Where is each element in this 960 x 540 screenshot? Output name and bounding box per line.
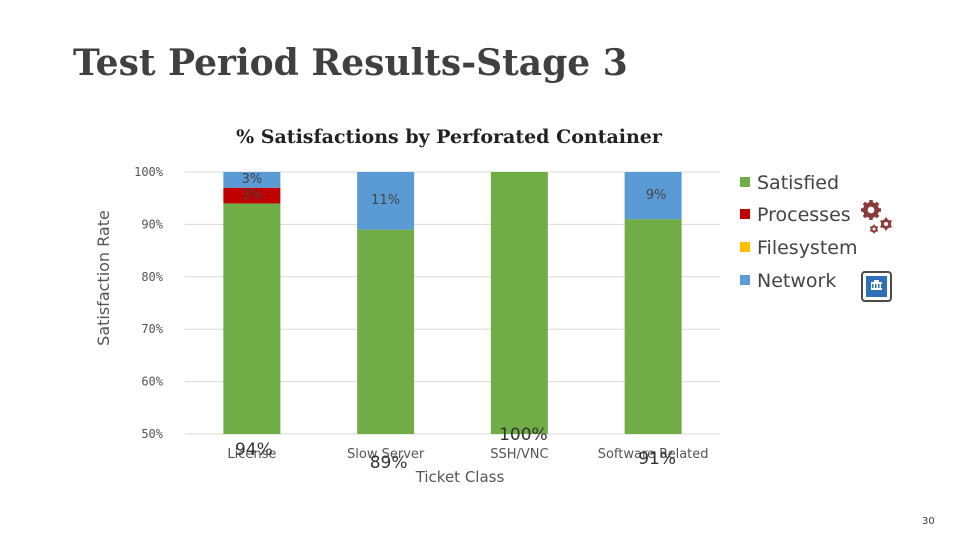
y-tick-label: 50% xyxy=(141,427,163,441)
legend-label-satisfied: Satisfied xyxy=(757,172,839,194)
network-icon-pin xyxy=(875,284,877,288)
slide-title: Test Period Results-Stage 3 xyxy=(73,42,628,84)
data-labels: 94% 89% 100% 91% 3%3% 11% 9% xyxy=(235,172,676,473)
category-label: Software Related xyxy=(598,447,709,462)
legend-swatch-filesystem xyxy=(740,242,750,252)
gear-shape xyxy=(880,217,892,231)
category-label: SSH/VNC xyxy=(490,447,548,462)
bar-network xyxy=(223,172,281,188)
network-icon xyxy=(861,271,892,302)
chart-title: % Satisfactions by Perforated Container xyxy=(236,126,663,148)
category-label: License xyxy=(227,447,276,462)
bar-satisfied xyxy=(624,219,682,434)
page-number: 30 xyxy=(922,516,935,527)
gear-hole xyxy=(883,221,889,227)
x-axis-label: Ticket Class xyxy=(415,468,505,486)
gear-shape xyxy=(869,224,879,234)
legend-swatch-processes xyxy=(740,209,750,219)
bar-satisfied xyxy=(223,203,281,434)
legend-label-network: Network xyxy=(757,270,836,292)
y-tick-labels: 50% 60% 70% 80% 90% 100% xyxy=(134,165,164,441)
network-icon-port-tab xyxy=(874,280,879,283)
data-label-processes: 3% xyxy=(242,188,263,203)
bar-satisfied xyxy=(490,172,548,434)
network-icon-pin xyxy=(878,284,880,288)
bar-satisfied xyxy=(357,229,415,434)
legend-label-filesystem: Filesystem xyxy=(757,237,857,259)
network-icon-pin xyxy=(881,284,883,288)
y-tick-label: 80% xyxy=(141,270,163,284)
y-tick-label: 60% xyxy=(141,375,163,389)
data-label-satisfied: 91% xyxy=(638,449,676,469)
y-tick-label: 70% xyxy=(141,322,163,336)
legend-label-processes: Processes xyxy=(757,204,851,226)
y-tick-label: 100% xyxy=(134,165,164,179)
data-label-satisfied: 94% xyxy=(235,440,273,460)
data-label-network: 3% xyxy=(242,172,263,187)
gear-hole xyxy=(872,227,876,231)
gear-shape xyxy=(861,200,881,220)
gear-hole xyxy=(867,206,875,214)
data-label-network: 9% xyxy=(646,188,667,203)
y-tick-label: 90% xyxy=(141,217,163,231)
bar-network xyxy=(357,172,415,230)
data-label-network: 11% xyxy=(371,193,400,208)
bar-processes xyxy=(223,187,281,204)
legend-swatch-network xyxy=(740,275,750,285)
data-label-satisfied: 89% xyxy=(370,453,408,473)
bar-network xyxy=(624,172,682,220)
data-label-satisfied: 100% xyxy=(499,425,548,445)
gears-icon xyxy=(861,200,892,234)
network-icon-pin xyxy=(872,284,874,288)
category-label: Slow Server xyxy=(347,447,425,462)
bars xyxy=(223,172,682,434)
category-labels: License Slow Server SSH/VNC Software Relate… xyxy=(227,447,708,462)
legend-swatch-satisfied xyxy=(740,177,750,187)
legend: Satisfied Processes Filesystem Network xyxy=(740,172,857,292)
y-axis-label: Satisfaction Rate xyxy=(94,210,113,346)
